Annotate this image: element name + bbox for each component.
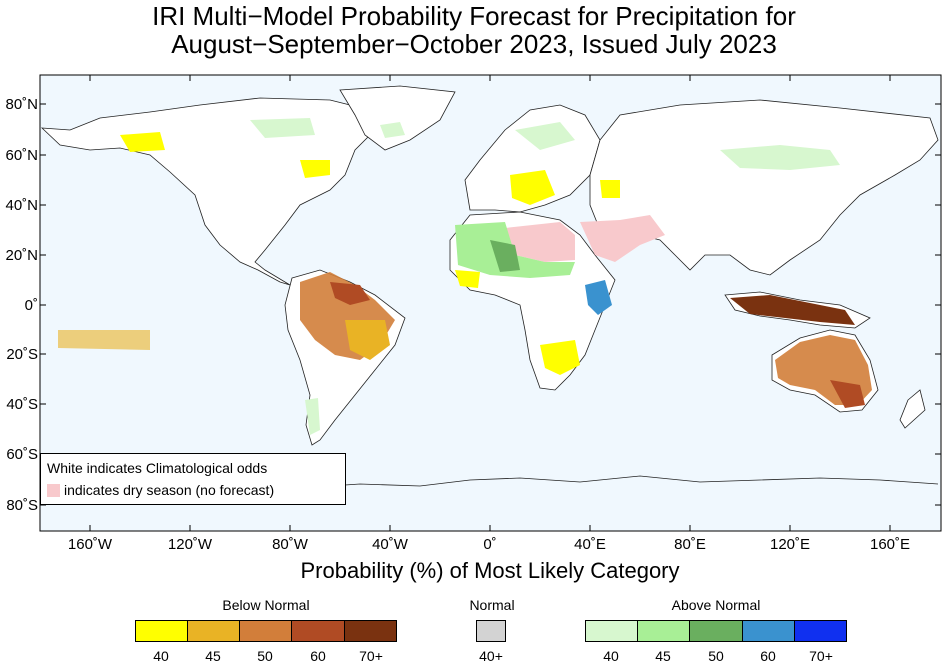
lon-label: 160˚W [68, 536, 113, 553]
above-swatch [637, 620, 690, 642]
dry-season-arabia [580, 215, 665, 262]
legend-note-line2: indicates dry season (no forecast) [47, 482, 274, 498]
below-normal-title: Below Normal [222, 597, 310, 613]
below-normal-areas [58, 132, 872, 408]
lon-label: 120˚W [168, 536, 213, 553]
dry-season-swatch [47, 484, 60, 497]
lat-label: 80˚N [5, 96, 38, 113]
above-normal-europe-north [515, 122, 575, 150]
below-swatch [239, 620, 292, 642]
above-label: 40 [603, 648, 619, 664]
lat-label: 60˚N [5, 147, 38, 164]
dry-season-sahara [505, 222, 575, 262]
below-normal-australia-south [830, 380, 865, 408]
below-swatch [187, 620, 240, 642]
lat-label: 0˚ [25, 297, 38, 314]
normal-swatch [476, 620, 506, 642]
above-normal-sahel-core [490, 240, 520, 272]
normal-title: Normal [469, 597, 515, 613]
below-normal-southern-africa [540, 340, 580, 375]
below-label: 70+ [359, 648, 383, 664]
below-normal-west-africa [455, 270, 480, 288]
below-normal-alaska [120, 132, 165, 152]
lat-labels: 80˚N 60˚N 40˚N 20˚N 0˚ 20˚S 40˚S 60˚S 80… [5, 96, 38, 514]
lon-label: 40˚E [574, 536, 606, 553]
below-swatch [291, 620, 345, 642]
above-label: 70+ [809, 648, 833, 664]
below-label: 50 [257, 648, 273, 664]
map-title-line1: IRI Multi−Model Probability Forecast for… [152, 1, 796, 31]
above-label: 45 [655, 648, 671, 664]
lon-label: 40˚W [372, 536, 409, 553]
above-label: 60 [760, 648, 776, 664]
above-swatch [585, 620, 638, 642]
legend-note-line1: White indicates Climatological odds [47, 460, 268, 476]
above-label: 50 [708, 648, 724, 664]
map-ticks [40, 75, 941, 531]
map-legend-note: White indicates Climatological odds indi… [40, 453, 346, 505]
above-normal-east-africa [585, 280, 612, 315]
new-zealand [899, 389, 926, 429]
lat-label: 60˚S [6, 446, 38, 463]
lon-label: 120˚E [770, 536, 810, 553]
above-normal-sahel [455, 222, 575, 278]
lon-label: 80˚E [674, 536, 706, 553]
below-normal-brazil-east [345, 320, 390, 360]
above-normal-areas [250, 118, 840, 435]
lon-label: 160˚E [870, 536, 910, 553]
lon-labels: 160˚W 120˚W 80˚W 40˚W 0˚ 40˚E 80˚E 120˚E… [68, 536, 910, 553]
above-swatch [689, 620, 743, 642]
below-normal-pacific [58, 330, 150, 350]
above-swatch [794, 620, 847, 642]
lon-label: 0˚ [483, 536, 496, 553]
below-swatch [135, 620, 188, 642]
dry-season-areas [505, 215, 665, 262]
below-normal-central-asia [600, 180, 620, 198]
below-label: 40 [153, 648, 169, 664]
below-normal-europe [510, 170, 555, 205]
lat-label: 80˚S [6, 497, 38, 514]
lat-label: 40˚N [5, 197, 38, 214]
normal-label: 40+ [479, 648, 503, 664]
x-axis-title: Probability (%) of Most Likely Category [300, 558, 680, 583]
below-label: 45 [205, 648, 221, 664]
above-normal-greenland [380, 122, 405, 138]
below-normal-canada [300, 160, 330, 178]
greenland [339, 85, 456, 151]
below-normal-indonesia [730, 295, 855, 325]
above-normal-siberia [720, 145, 840, 170]
below-label: 60 [310, 648, 326, 664]
above-swatch [742, 620, 795, 642]
antarctica [299, 475, 939, 489]
legend-note-line2-text: indicates dry season (no forecast) [64, 482, 275, 498]
lat-label: 20˚N [5, 247, 38, 264]
below-normal-guianas [330, 282, 370, 305]
above-normal-title: Above Normal [671, 597, 761, 613]
map-title-line2: August−September−October 2023, Issued Ju… [171, 29, 777, 59]
lat-label: 20˚S [6, 346, 38, 363]
lon-label: 80˚W [272, 536, 309, 553]
above-normal-southern-south-america [305, 398, 320, 435]
below-swatch [344, 620, 397, 642]
above-normal-canada [250, 118, 315, 138]
north-america [40, 97, 376, 286]
lat-label: 40˚S [6, 396, 38, 413]
